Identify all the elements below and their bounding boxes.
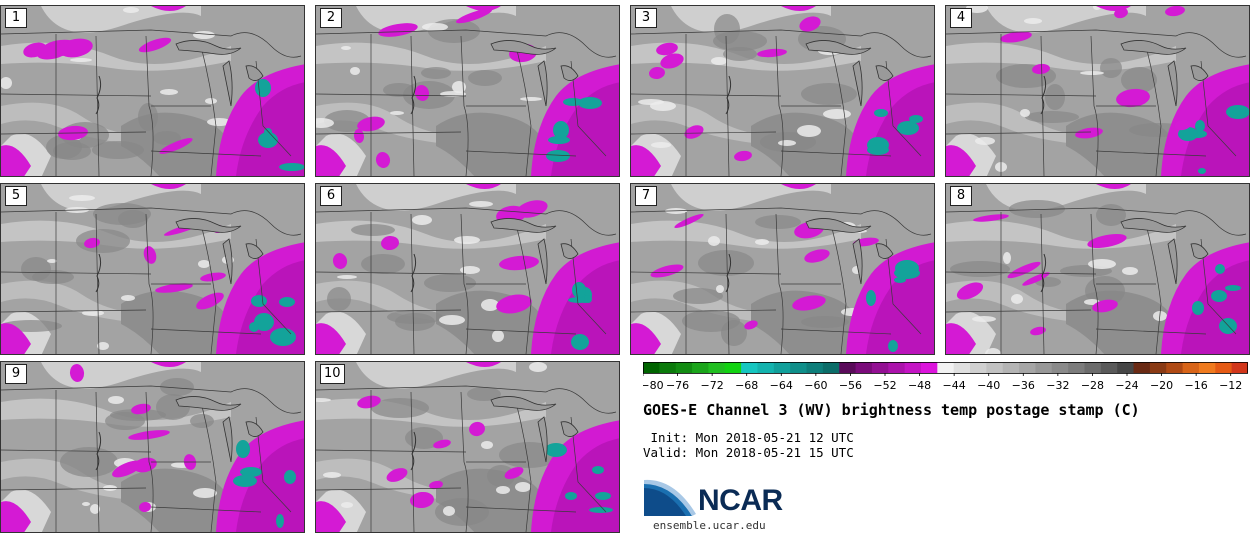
member-number-label: 7 [635, 186, 657, 206]
colorbar-segment [1198, 362, 1216, 373]
colorbar-segment [659, 362, 677, 373]
colorbar-tick-label: −28 [1081, 379, 1104, 392]
colorbar-tick-label: −48 [908, 379, 931, 392]
chart-title: GOES-E Channel 3 (WV) brightness temp po… [643, 401, 1140, 419]
colorbar-segment [888, 362, 906, 373]
colorbar-segment [1035, 362, 1053, 373]
colorbar-tick-label: −20 [1150, 379, 1173, 392]
colorbar-tick-label: −56 [839, 379, 862, 392]
colorbar-segment [970, 362, 987, 373]
water-vapor-map [1, 184, 304, 354]
valid-time: Valid: Mon 2018-05-21 15 UTC [643, 445, 854, 460]
temperature-colorbar: −80 −76 −72 −68 −64 −60 −56 −52 −48 −44 −40 −36 −32−… [643, 362, 1248, 392]
member-number-label: 2 [320, 8, 342, 28]
member-number-label: 6 [320, 186, 342, 206]
member-number-label: 1 [5, 8, 27, 28]
colorbar-segment [937, 362, 955, 373]
ncar-logo-text: NCAR [698, 484, 783, 517]
colorbar-segment [1231, 362, 1248, 373]
colorbar-segment [1068, 362, 1085, 373]
member-panel: 1 [0, 5, 305, 177]
member-number-label: 9 [5, 364, 27, 384]
colorbar-segment [855, 362, 873, 373]
colorbar-segment [1166, 362, 1184, 373]
member-number-label: 3 [635, 8, 657, 28]
member-panel: 2 [315, 5, 620, 177]
member-number-label: 8 [950, 186, 972, 206]
colorbar-segment [986, 362, 1004, 373]
colorbar-segment [920, 362, 938, 373]
colorbar-segment [724, 362, 742, 373]
water-vapor-map [316, 184, 619, 354]
ncar-logo-icon [644, 479, 696, 516]
member-number-label: 4 [950, 8, 972, 28]
colorbar-tick-label: −12 [1219, 379, 1242, 392]
colorbar-segment [871, 362, 889, 373]
colorbar-tick-label: −80 [643, 379, 664, 392]
colorbar-tick-label: −44 [943, 379, 966, 392]
member-panel: 9 [0, 361, 305, 533]
init-time: Init: Mon 2018-05-21 12 UTC [643, 430, 854, 445]
member-number-label: 5 [5, 186, 27, 206]
water-vapor-map [946, 6, 1249, 176]
water-vapor-map [316, 6, 619, 176]
colorbar-segment [675, 362, 693, 373]
water-vapor-map [631, 6, 934, 176]
water-vapor-map [1, 6, 304, 176]
member-panel: 3 [630, 5, 935, 177]
colorbar-segment [953, 362, 971, 373]
colorbar-segment [904, 362, 922, 373]
colorbar-segment [1019, 362, 1036, 373]
member-panel: 8 [945, 183, 1250, 355]
colorbar-segment [822, 362, 840, 373]
colorbar-tick-label: −52 [873, 379, 896, 392]
website-url: ensemble.ucar.edu [653, 519, 766, 532]
colorbar-tick-label: −76 [666, 379, 689, 392]
member-panel: 6 [315, 183, 620, 355]
colorbar-tick-label: −60 [804, 379, 827, 392]
colorbar-segment [643, 362, 660, 373]
colorbar-tick-label: −72 [701, 379, 724, 392]
water-vapor-map [316, 362, 619, 532]
member-panel: 5 [0, 183, 305, 355]
member-panel: 7 [630, 183, 935, 355]
colorbar-tick-label: −32 [1046, 379, 1069, 392]
colorbar-segment [1149, 362, 1167, 373]
colorbar-tick-label: −24 [1115, 379, 1138, 392]
colorbar-segment [790, 362, 808, 373]
colorbar-segment [1133, 362, 1151, 373]
colorbar-segment [1084, 362, 1102, 373]
colorbar-tick-label: −16 [1185, 379, 1208, 392]
water-vapor-map [946, 184, 1249, 354]
colorbar-segment [1182, 362, 1200, 373]
colorbar-segment [1100, 362, 1118, 373]
colorbar-segment [708, 362, 726, 373]
colorbar-tick-label: −40 [977, 379, 1000, 392]
colorbar-segment [806, 362, 824, 373]
member-number-label: 10 [320, 364, 345, 384]
colorbar-segment [741, 362, 758, 373]
colorbar-tick-label: −64 [770, 379, 793, 392]
colorbar-segment [1002, 362, 1020, 373]
colorbar-segment [1117, 362, 1135, 373]
colorbar-segment [1215, 362, 1233, 373]
colorbar-segment [773, 362, 791, 373]
water-vapor-map [631, 184, 934, 354]
colorbar-segment [839, 362, 857, 373]
colorbar-segment [692, 362, 709, 373]
water-vapor-map [1, 362, 304, 532]
colorbar-tick-label: −36 [1012, 379, 1035, 392]
colorbar-segment [757, 362, 775, 373]
member-panel: 4 [945, 5, 1250, 177]
colorbar-tick-label: −68 [735, 379, 758, 392]
colorbar-segment [1051, 362, 1069, 373]
member-panel: 10 [315, 361, 620, 533]
